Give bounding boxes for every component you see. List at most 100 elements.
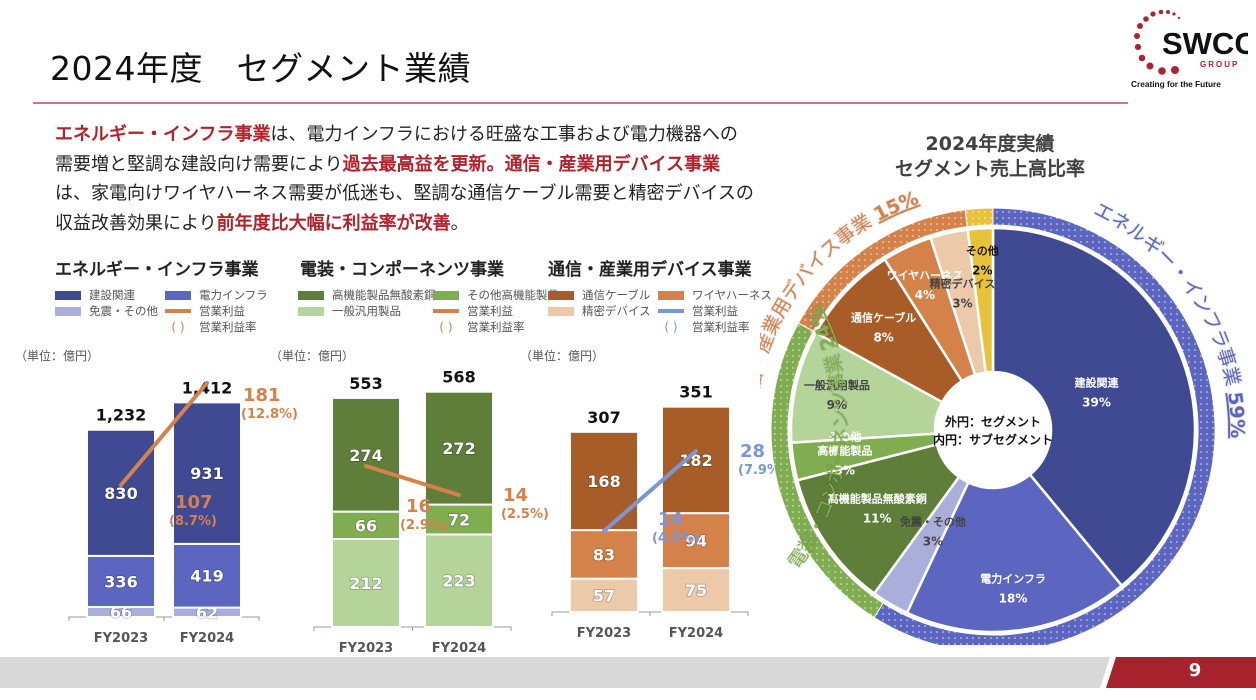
operating-profit-label: 181 bbox=[243, 385, 281, 406]
operating-margin-label: (12.8%) bbox=[241, 407, 298, 422]
pie-chart-title: 2024年度実績 セグメント売上高比率 bbox=[860, 132, 1120, 182]
legend-item: 一般汎用製品 bbox=[298, 303, 401, 319]
inner-slice-pct: 11% bbox=[863, 512, 892, 526]
bar-value-label: 168 bbox=[587, 472, 620, 491]
legend-label: 営業利益率 bbox=[199, 320, 257, 334]
bar-total-label: 307 bbox=[587, 408, 620, 427]
operating-margin-label: (2.5%) bbox=[501, 507, 549, 522]
legend-paren-icon: ( ) bbox=[171, 320, 185, 334]
outer-ring-pattern bbox=[771, 323, 884, 618]
inner-slice-pct: 4% bbox=[915, 288, 935, 302]
bar-value-label: 419 bbox=[190, 567, 223, 586]
x-tick-label: FY2024 bbox=[180, 631, 234, 646]
legend-item: 営業利益 bbox=[433, 303, 513, 319]
inner-slice-pct: 9% bbox=[827, 398, 847, 412]
bar-value-label: 272 bbox=[442, 439, 475, 458]
summary-text-run: は、電力インフラにおける旺盛な工事および電力機器への需要増と堅調な建設向け需要に… bbox=[55, 124, 738, 175]
legend-label: 高機能製品無酸素銅 bbox=[332, 288, 436, 302]
bar-total-label: 553 bbox=[349, 374, 382, 393]
bar-plot: 5783168307FY20237594182351FY202414(4.5%)… bbox=[551, 383, 786, 641]
bar-segment bbox=[86, 554, 156, 608]
legend-label: 電力インフラ bbox=[199, 288, 268, 302]
legend-swatch bbox=[298, 306, 324, 316]
legend-label: 一般汎用製品 bbox=[332, 304, 401, 318]
bar-total-label: 351 bbox=[679, 383, 712, 402]
x-tick-label: FY2024 bbox=[432, 641, 486, 656]
operating-profit-label: 14 bbox=[658, 509, 683, 530]
energy-segment-chart: エネルギー・インフラ事業 建設関連 電力インフラ 免震・その他 営業利益 ( ) 営業利益率… bbox=[15, 255, 298, 655]
operating-profit-line bbox=[119, 381, 209, 487]
pie-center-label: 外円：セグメント bbox=[945, 414, 1041, 429]
bar-segment bbox=[424, 390, 494, 506]
operating-profit-label: 28 bbox=[740, 441, 765, 462]
bar-value-label: 212 bbox=[349, 574, 382, 593]
operating-profit-label: 16 bbox=[406, 496, 431, 517]
bar-segment bbox=[86, 428, 156, 557]
legend-label: 営業利益率 bbox=[692, 320, 750, 334]
x-tick-label: FY2023 bbox=[339, 641, 393, 656]
operating-profit-label: 14 bbox=[503, 485, 528, 506]
outer-ring-pattern bbox=[965, 208, 993, 227]
legend-label: ワイヤハーネス bbox=[692, 288, 772, 302]
legend-item: 電力インフラ bbox=[165, 287, 268, 303]
legend-paren-icon: ( ) bbox=[664, 320, 678, 334]
legend-item: その他高機能製品 bbox=[433, 287, 559, 303]
page-title: 2024年度 セグメント業績 bbox=[50, 49, 471, 88]
bar-value-label: 57 bbox=[593, 586, 615, 605]
inner-slice-name: 高機能製品無酸素銅 bbox=[828, 492, 927, 506]
legend-swatch bbox=[55, 290, 81, 300]
legend-item: ワイヤハーネス bbox=[658, 287, 772, 303]
logo-brand: SWCC bbox=[1162, 26, 1248, 61]
inner-slice-pct: 3% bbox=[923, 535, 943, 549]
inner-slice-pct: 3% bbox=[835, 463, 855, 477]
legend-item: ( ) 営業利益率 bbox=[433, 319, 525, 335]
title-divider bbox=[33, 102, 1128, 104]
comm-segment-chart: 通信・産業用デバイス事業 通信ケーブル ワイヤハーネス 精密デバイス 営業利益 ( ) 営業… bbox=[520, 255, 786, 655]
inner-slice-pct: 8% bbox=[873, 330, 893, 344]
operating-margin-label: (2.9%) bbox=[400, 518, 448, 533]
bar-plot: 212 66 274 553 FY2023 223 72 272 568 FY2024 16(2.9… bbox=[313, 368, 549, 656]
legend-item: 通信ケーブル bbox=[548, 287, 650, 303]
outer-ring-pattern bbox=[798, 209, 968, 332]
pie-title-line1: 2024年度実績 bbox=[925, 133, 1055, 155]
summary-text-run: 。 bbox=[450, 212, 469, 234]
bar-segment bbox=[172, 542, 242, 609]
inner-slice-name: 通信ケーブル bbox=[851, 310, 916, 324]
logo-tagline: Creating for the Future bbox=[1131, 79, 1221, 89]
pie-title-line2: セグメント売上高比率 bbox=[894, 158, 1085, 180]
x-tick-label: FY2024 bbox=[669, 626, 723, 641]
x-axis bbox=[313, 626, 512, 631]
logo-dots-icon bbox=[1134, 9, 1181, 75]
x-axis bbox=[551, 611, 749, 616]
x-axis bbox=[68, 616, 260, 621]
legend-item: 営業利益 bbox=[658, 303, 738, 319]
inner-slice-name: 建設関連 bbox=[1074, 376, 1119, 390]
summary-highlight: 過去最高益を更新。通信・産業用デバイス事業 bbox=[342, 153, 721, 175]
inner-slice-name: 精密デバイス bbox=[930, 276, 996, 290]
legend-item: 精密デバイス bbox=[548, 303, 651, 319]
inner-slice-name: 高機能製品 bbox=[817, 443, 872, 457]
legend-line-swatch bbox=[433, 309, 459, 313]
bar-segment bbox=[424, 503, 494, 536]
legend-paren-icon: ( ) bbox=[439, 320, 453, 334]
bar-segment bbox=[172, 401, 242, 545]
x-tick-label: FY2023 bbox=[577, 626, 631, 641]
inner-slice-name: その他 bbox=[966, 243, 999, 257]
summary-highlight: エネルギー・インフラ事業 bbox=[55, 124, 271, 145]
legend-item: 免震・その他 bbox=[55, 303, 158, 319]
legend-line-swatch bbox=[658, 309, 684, 313]
inner-slice-name: ワイヤハーネス bbox=[887, 269, 963, 282]
legend-label: 営業利益 bbox=[692, 304, 738, 318]
bar-segment bbox=[661, 405, 731, 515]
unit-label: （単位：億円） bbox=[15, 349, 100, 363]
legend-label: その他高機能製品 bbox=[467, 288, 559, 302]
inner-slice-name: 一般汎用製品 bbox=[804, 378, 870, 392]
operating-profit-label: 107 bbox=[175, 492, 213, 513]
legend-label: 営業利益率 bbox=[467, 320, 525, 334]
page-number: 9 bbox=[1188, 660, 1202, 681]
legend-item: ( ) 営業利益率 bbox=[165, 319, 257, 335]
legend-label: 建設関連 bbox=[89, 288, 135, 302]
bar-value-label: 83 bbox=[593, 545, 615, 564]
legend-label: 通信ケーブル bbox=[582, 288, 651, 302]
summary-highlight: 前年度比大幅に利益率が改善 bbox=[216, 212, 451, 234]
